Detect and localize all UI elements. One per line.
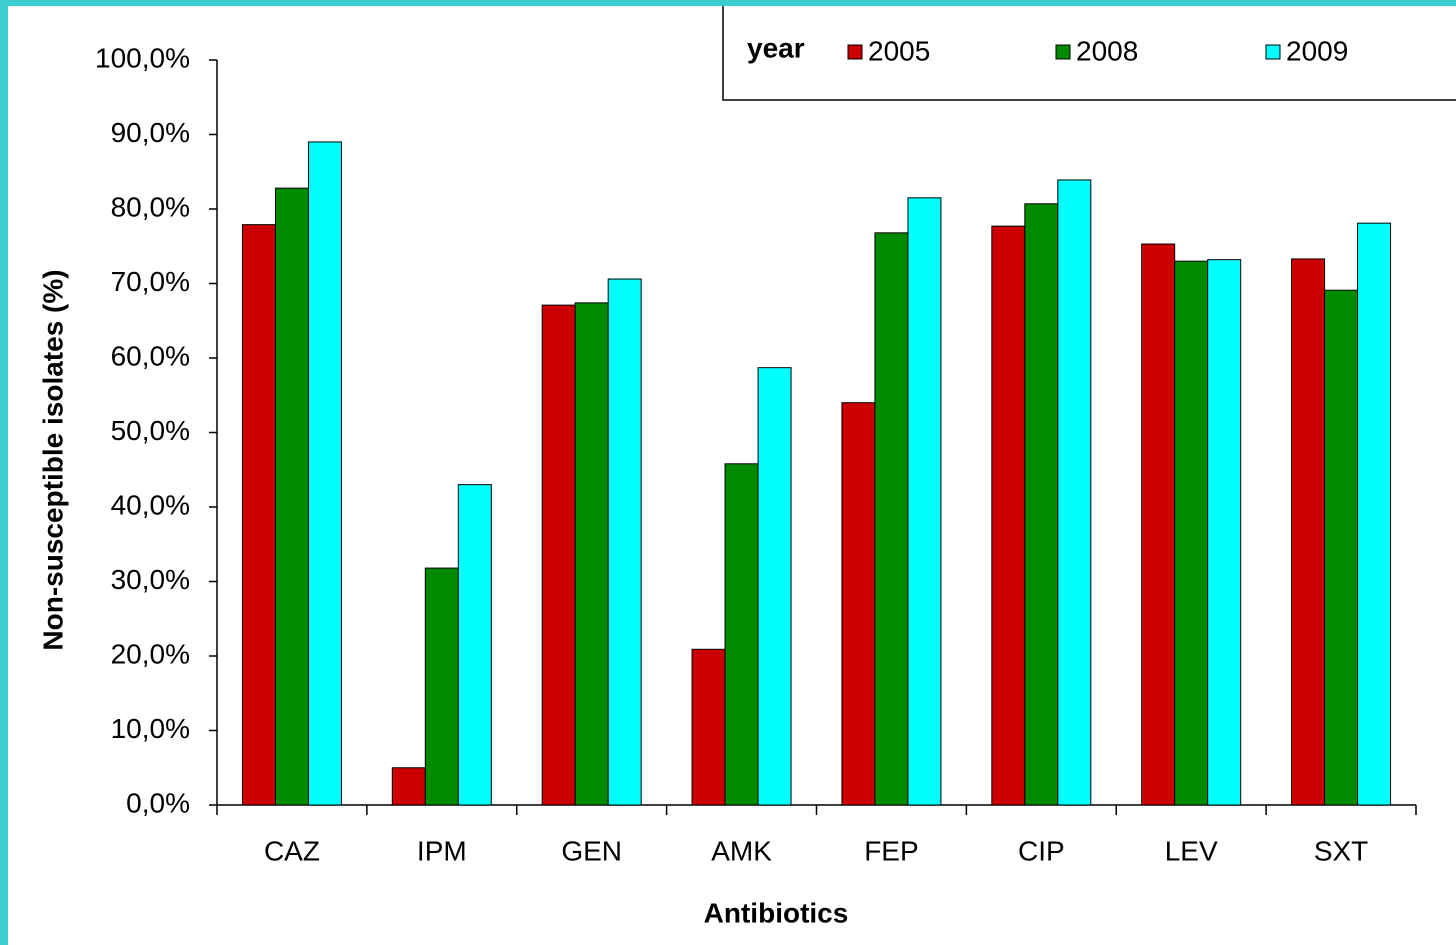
- legend-swatch: [1055, 44, 1071, 60]
- x-tick-label: GEN: [561, 835, 622, 866]
- legend-label: 2005: [868, 35, 930, 66]
- bar: [1207, 259, 1242, 806]
- x-axis-title: Antibiotics: [704, 897, 849, 928]
- bar: [691, 648, 726, 806]
- bar: [1357, 222, 1392, 806]
- y-tick-label: 0,0%: [126, 787, 190, 818]
- frame-left: [0, 0, 8, 945]
- y-tick-label: 50,0%: [111, 415, 190, 446]
- bar: [991, 225, 1026, 806]
- x-tick-label: CAZ: [264, 835, 320, 866]
- bar: [874, 232, 909, 806]
- y-tick-label: 60,0%: [111, 340, 190, 371]
- bar: [1057, 179, 1092, 806]
- legend-label: 2008: [1076, 35, 1138, 66]
- x-tick-label: IPM: [417, 835, 467, 866]
- bar: [391, 767, 426, 806]
- x-tick-label: CIP: [1018, 835, 1065, 866]
- x-tick-label: AMK: [711, 835, 772, 866]
- y-tick-label: 30,0%: [111, 564, 190, 595]
- y-tick-label: 90,0%: [111, 117, 190, 148]
- x-tick-label: SXT: [1314, 835, 1368, 866]
- y-tick-label: 80,0%: [111, 191, 190, 222]
- y-tick-label: 40,0%: [111, 489, 190, 520]
- bar: [541, 304, 576, 806]
- y-tick-label: 10,0%: [111, 713, 190, 744]
- bar: [841, 402, 876, 806]
- bar: [724, 463, 759, 806]
- bar: [1174, 260, 1209, 806]
- bar: [241, 224, 276, 806]
- legend-swatch: [1265, 44, 1281, 60]
- bar: [457, 484, 492, 806]
- bar: [1324, 289, 1359, 806]
- bar: [757, 367, 792, 806]
- frame-top: [0, 0, 1456, 6]
- x-tick-label: LEV: [1165, 835, 1218, 866]
- y-tick-label: 100,0%: [95, 42, 190, 73]
- legend-box: [722, 6, 1456, 101]
- y-tick-label: 20,0%: [111, 638, 190, 669]
- y-axis-title: Non-susceptible isolates (%): [37, 269, 68, 650]
- bar: [1291, 258, 1326, 806]
- legend-title: year: [747, 32, 805, 63]
- y-tick-label: 70,0%: [111, 266, 190, 297]
- x-tick-label: FEP: [864, 835, 918, 866]
- bar: [607, 278, 642, 806]
- bar: [1141, 243, 1176, 806]
- legend-label: 2009: [1286, 35, 1348, 66]
- bar: [424, 567, 459, 806]
- bar: [907, 197, 942, 806]
- bar: [307, 141, 342, 806]
- bar: [574, 302, 609, 806]
- legend-swatch: [847, 44, 863, 60]
- bar: [1024, 203, 1059, 806]
- bar: [274, 187, 309, 806]
